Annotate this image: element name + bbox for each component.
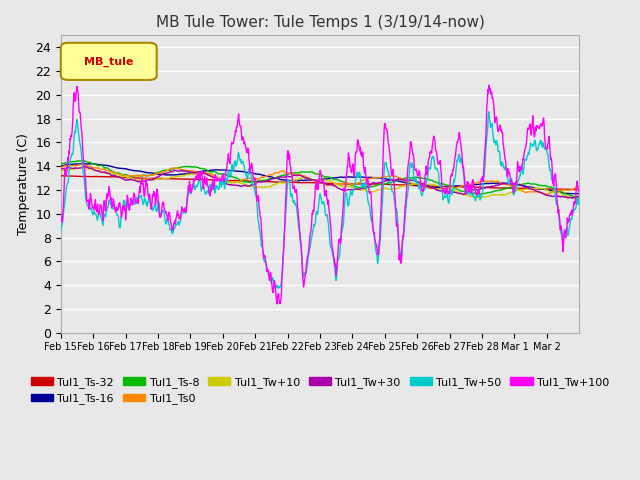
FancyBboxPatch shape bbox=[61, 43, 157, 80]
Legend: Tul1_Ts-32, Tul1_Ts-16, Tul1_Ts-8, Tul1_Ts0, Tul1_Tw+10, Tul1_Tw+30, Tul1_Tw+50,: Tul1_Ts-32, Tul1_Ts-16, Tul1_Ts-8, Tul1_… bbox=[26, 372, 614, 408]
Title: MB Tule Tower: Tule Temps 1 (3/19/14-now): MB Tule Tower: Tule Temps 1 (3/19/14-now… bbox=[156, 15, 484, 30]
Y-axis label: Temperature (C): Temperature (C) bbox=[17, 133, 29, 235]
Text: MB_tule: MB_tule bbox=[84, 56, 134, 67]
